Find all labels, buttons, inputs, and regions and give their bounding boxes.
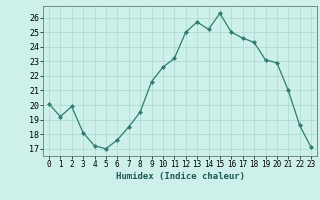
- X-axis label: Humidex (Indice chaleur): Humidex (Indice chaleur): [116, 172, 244, 181]
